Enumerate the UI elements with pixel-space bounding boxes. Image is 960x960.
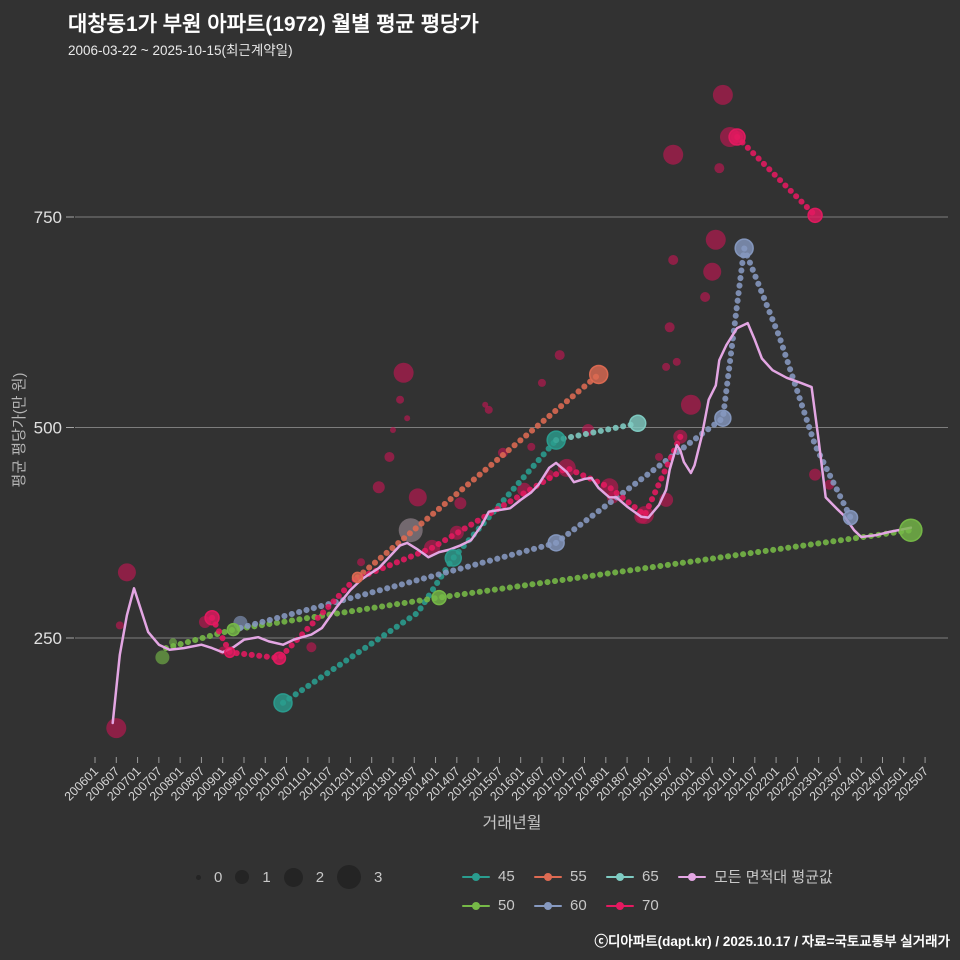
legend-marker-50-icon — [462, 901, 490, 911]
legend-label-50: 50 — [498, 897, 515, 914]
size-legend-label-1: 1 — [262, 868, 271, 886]
scatter-bubble[interactable] — [809, 468, 822, 481]
scatter-bubble[interactable] — [393, 362, 414, 383]
scatter-bubble[interactable] — [115, 621, 124, 630]
series-bubble-60[interactable] — [714, 409, 732, 427]
series-line-50[interactable] — [162, 527, 914, 652]
series-bubble-45[interactable] — [546, 430, 566, 450]
size-legend-bubble-2 — [283, 867, 303, 887]
series-line-60[interactable] — [237, 247, 854, 631]
legend-item-50[interactable]: 50 — [462, 897, 534, 914]
series-bubble-50[interactable] — [431, 589, 447, 606]
series-line-70[interactable] — [209, 433, 684, 662]
series-bubble-50[interactable] — [226, 622, 241, 637]
scatter-bubble[interactable] — [372, 481, 385, 494]
series-bubble-60[interactable] — [547, 534, 565, 552]
scatter-bubble[interactable] — [714, 163, 725, 174]
y-axis-title: 평균 평당가(만 원) — [11, 373, 28, 488]
copyright-footer: ⓒ디아파트(dapt.kr) / 2025.10.17 / 자료=국토교통부 실… — [594, 934, 950, 949]
series-legend: 45 55 65 모든 면적대 평균값 50 60 70 — [462, 862, 833, 920]
scatter-bubble[interactable] — [396, 395, 405, 404]
legend-label-45: 45 — [498, 868, 515, 885]
scatter-bubble[interactable] — [663, 144, 684, 165]
x-axis-title: 거래년월 — [483, 814, 542, 832]
legend-marker-45-icon — [462, 872, 490, 882]
size-legend-bubble-1 — [235, 870, 250, 884]
series-line-45[interactable] — [280, 437, 560, 706]
size-legend: 0 1 2 3 — [196, 862, 382, 892]
scatter-bubble[interactable] — [664, 322, 675, 333]
series-bubble-70[interactable] — [272, 651, 287, 665]
series-bubble-65[interactable] — [628, 414, 647, 433]
series-bubble-70[interactable] — [807, 207, 823, 224]
legend-item-avg[interactable]: 모든 면적대 평균값 — [678, 866, 833, 887]
series-bubble-70[interactable] — [224, 646, 236, 659]
scatter-bubble[interactable] — [662, 362, 671, 371]
legend-item-55[interactable]: 55 — [534, 868, 606, 885]
legend-item-70[interactable]: 70 — [606, 897, 678, 914]
average-line[interactable] — [111, 321, 913, 725]
legend-marker-60-icon — [534, 901, 562, 911]
series-bubble-70[interactable] — [728, 128, 746, 146]
legend-item-45[interactable]: 45 — [462, 868, 534, 885]
scatter-bubble[interactable] — [705, 229, 726, 250]
series-bubble-55[interactable] — [351, 571, 364, 584]
scatter-bubble[interactable] — [655, 452, 664, 461]
scatter-bubble[interactable] — [527, 442, 536, 451]
series-bubble-60[interactable] — [734, 238, 754, 258]
scatter-bubble[interactable] — [484, 405, 493, 414]
legend-marker-avg-icon — [678, 872, 706, 882]
chart-title: 대창동1가 부원 아파트(1972) 월별 평균 평당가 — [68, 13, 479, 36]
scatter-bubble[interactable] — [454, 497, 467, 510]
scatter-bubble[interactable] — [712, 84, 733, 105]
series-bubble-50[interactable] — [899, 518, 923, 542]
size-legend-bubble-3 — [337, 865, 362, 889]
scatter-bubble[interactable] — [306, 642, 317, 653]
scatter-bubble[interactable] — [703, 262, 722, 281]
legend-item-65[interactable]: 65 — [606, 868, 678, 885]
scatter-bubble[interactable] — [106, 718, 127, 739]
scatter-bubble[interactable] — [408, 488, 427, 507]
series-bubble-45[interactable] — [273, 693, 293, 713]
scatter-bubble[interactable] — [357, 558, 366, 567]
scatter-bubble[interactable] — [537, 378, 546, 387]
legend-label-55: 55 — [570, 868, 587, 885]
size-legend-label-2: 2 — [315, 868, 325, 886]
series-line-70[interactable] — [734, 134, 819, 219]
scatter-bubble[interactable] — [482, 401, 489, 408]
size-legend-label-3: 3 — [374, 868, 383, 886]
series-bubble-55[interactable] — [588, 364, 609, 385]
scatter-bubble[interactable] — [389, 427, 396, 434]
y-tick-label: 750 — [34, 208, 62, 227]
scatter-bubble[interactable] — [672, 357, 681, 366]
legend-label-60: 60 — [570, 897, 587, 914]
scatter-bubble[interactable] — [384, 451, 395, 462]
legend-marker-65-icon — [606, 872, 634, 882]
scatter-bubble[interactable] — [554, 350, 565, 361]
series-bubble-60[interactable] — [842, 509, 859, 526]
scatter-bubble[interactable] — [404, 415, 411, 422]
scatter-bubble[interactable] — [680, 394, 701, 415]
legend-item-60[interactable]: 60 — [534, 897, 606, 914]
size-legend-label-0: 0 — [214, 868, 223, 886]
size-legend-bubble-0 — [196, 874, 201, 880]
scatter-bubble[interactable] — [155, 650, 170, 665]
scatter-bubble[interactable] — [668, 254, 679, 265]
y-tick-label: 250 — [34, 629, 62, 648]
series-line-65[interactable] — [553, 420, 641, 444]
series-line-55[interactable] — [354, 371, 602, 581]
scatter-bubble[interactable] — [700, 291, 711, 302]
legend-marker-70-icon — [606, 901, 634, 911]
scatter-bubble[interactable] — [117, 563, 136, 582]
y-tick-label: 500 — [34, 419, 62, 438]
legend-marker-55-icon — [534, 872, 562, 882]
series-bubble-70[interactable] — [204, 610, 220, 626]
legend-label-65: 65 — [642, 868, 659, 885]
series-bubble-45[interactable] — [444, 549, 463, 567]
chart-subtitle: 2006-03-22 ~ 2025-10-15(최근계약일) — [68, 43, 293, 58]
legend-label-avg: 모든 면적대 평균값 — [714, 869, 833, 886]
legend-label-70: 70 — [642, 897, 659, 914]
